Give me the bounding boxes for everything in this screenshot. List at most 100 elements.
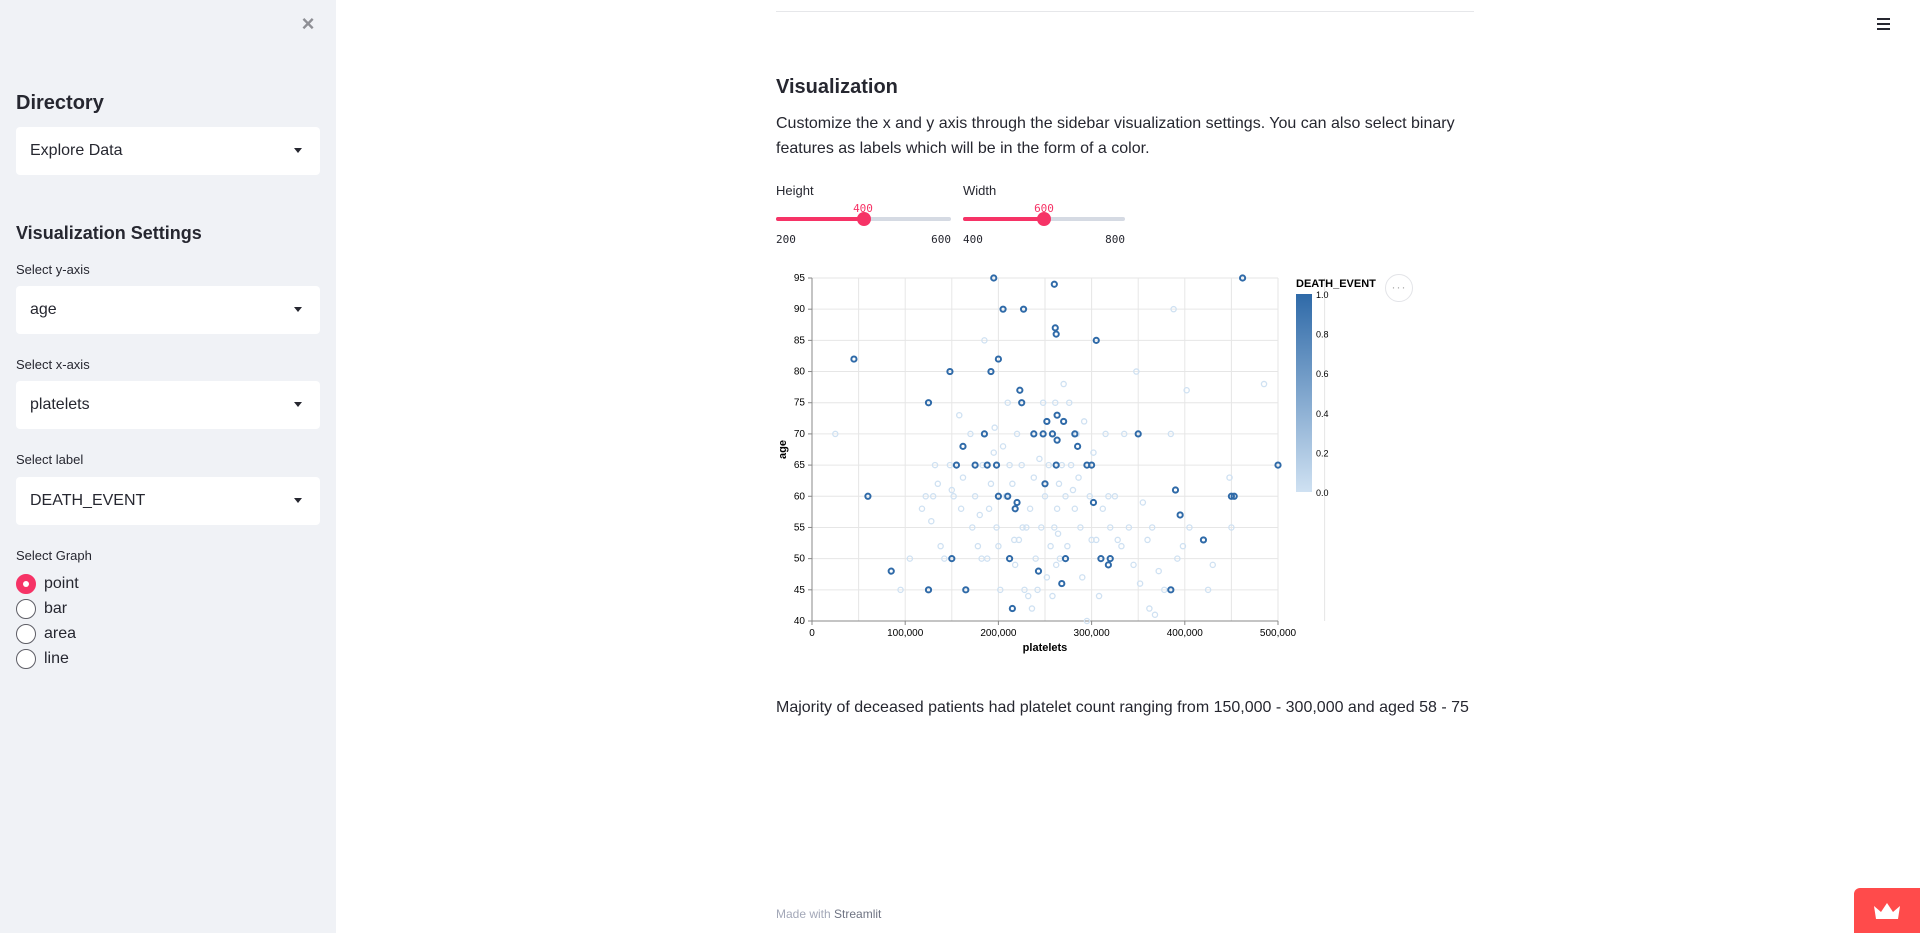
x-tick-label: 100,000 [887,628,924,639]
radio-circle [16,599,36,619]
data-point-death [962,586,970,594]
y-tick-label: 70 [794,429,806,440]
data-point-survived [1228,524,1235,531]
data-point-death [1074,442,1082,450]
data-point-survived [974,542,982,550]
data-point-death [1051,324,1059,332]
data-point-survived [1167,430,1175,438]
data-point-death [1089,498,1098,507]
data-point-survived [1260,380,1268,388]
data-point-death [1238,274,1247,282]
data-point-survived [1120,430,1128,438]
height-slider-thumb[interactable] [856,212,871,226]
data-point-survived [1024,592,1032,600]
data-point-survived [1090,449,1097,456]
height-slider-track[interactable] [776,212,951,226]
radio-circle [16,574,36,594]
radio-area[interactable]: area [16,624,76,644]
data-point-death [1104,561,1112,569]
data-point-death [1013,498,1021,507]
radio-label: bar [44,600,68,617]
width-slider-label: Width [963,183,997,198]
height-slider[interactable]: Height 400 200 600 [776,183,951,253]
data-point-death [1052,461,1060,469]
hamburger-icon[interactable] [1874,14,1894,34]
radio-bar[interactable]: bar [16,599,67,619]
data-point-survived [1018,461,1025,469]
data-point-survived [1105,493,1112,500]
data-point-death [924,399,933,407]
data-point-survived [1170,305,1177,313]
data-point-survived [1047,542,1054,550]
data-point-death [1106,555,1114,563]
data-point-death [1071,430,1079,438]
data-point-survived [1086,493,1093,500]
streamlit-crown-badge[interactable] [1854,888,1920,933]
directory-select[interactable]: Explore Data [16,127,320,175]
data-point-death [948,555,956,563]
x-axis-select[interactable]: platelets [16,381,320,429]
legend-title: DEATH_EVENT [1296,278,1376,290]
page-title: Visualization [776,76,898,98]
label-select-label: Select label [16,452,84,467]
data-point-survived [1013,430,1021,438]
data-point-death [924,586,933,594]
data-point-survived [1045,461,1052,469]
data-point-death [1058,579,1066,588]
data-point-survived [897,586,904,594]
data-point-survived [1125,524,1133,531]
data-point-death [1008,604,1016,613]
data-point-survived [1039,399,1047,406]
data-point-survived [1136,580,1144,587]
data-point-death [1019,305,1028,313]
width-slider-fill [963,217,1044,221]
data-point-survived [1064,542,1071,550]
data-point-survived [950,493,957,500]
directory-heading: Directory [16,92,104,114]
data-point-survived [1051,524,1058,531]
data-point-survived [1183,387,1190,394]
data-point-survived [1111,493,1119,500]
y-tick-label: 60 [794,491,806,502]
sidebar: × Directory Explore Data Visualization S… [0,0,336,933]
y-tick-label: 90 [794,304,806,315]
footer-prefix: Made with [776,907,835,921]
data-point-survived [1102,430,1109,438]
data-point-survived [983,555,991,562]
y-tick-label: 65 [794,460,806,471]
x-axis-title: platelets [1023,642,1068,654]
data-point-death [1030,430,1038,438]
close-icon[interactable]: × [301,11,315,36]
scatter-chart: 0 100,000 200,000 300,000 400,000 500,000 40 45… [776,270,1698,665]
width-slider-min: 400 [963,233,983,246]
data-point-survived [1095,592,1103,600]
data-point-survived [918,505,926,512]
width-slider-track[interactable] [963,212,1125,226]
radio-point[interactable]: point [16,574,79,594]
streamlit-link[interactable]: Streamlit [834,907,882,921]
data-point-survived [1054,530,1062,537]
radio-label: point [44,575,79,592]
data-point-survived [1130,561,1137,569]
y-axis-select[interactable]: age [16,286,320,334]
data-point-survived [1071,505,1079,512]
data-point-death [987,367,995,376]
radio-line[interactable]: line [16,649,69,669]
data-point-death [1018,399,1026,407]
data-point-survived [1144,536,1151,544]
data-point-death [1097,555,1105,563]
radio-circle [16,624,36,644]
y-tick-label: 50 [794,554,806,565]
data-point-survived [1060,380,1067,388]
radio-label: line [44,650,69,667]
data-point-death [1034,567,1043,575]
width-slider-thumb[interactable] [1037,212,1051,226]
legend-colorbar [1296,294,1312,492]
more-options-icon[interactable]: ··· [1385,274,1413,302]
width-slider[interactable]: Width 600 400 800 [963,183,1125,253]
data-point-survived [1015,536,1023,544]
data-point-survived [985,505,993,512]
data-point-survived [976,511,984,519]
label-select[interactable]: DEATH_EVENT [16,477,320,525]
y-axis-title: age [777,440,789,459]
